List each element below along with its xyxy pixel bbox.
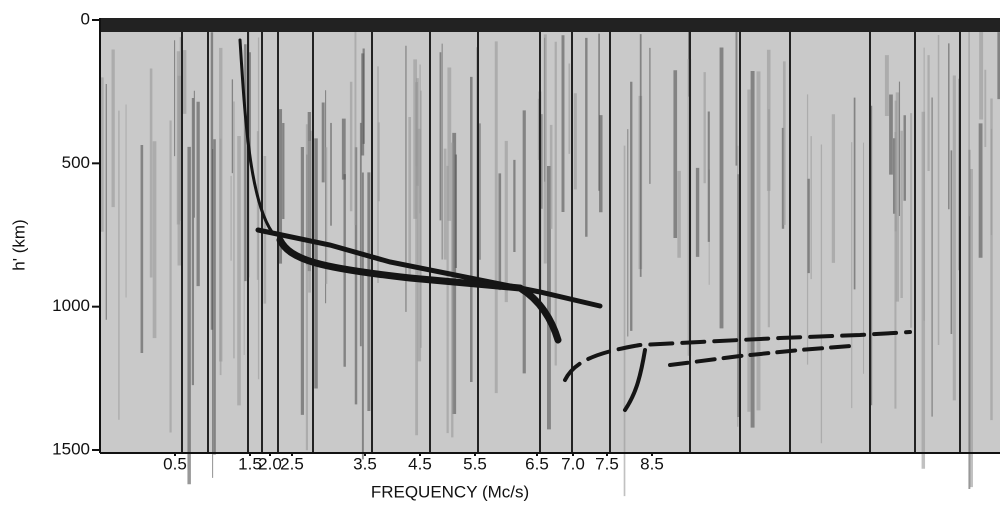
x-axis-title: FREQUENCY (Mc/s) <box>371 482 529 501</box>
y-tick-label: 1500 <box>52 439 90 458</box>
ground-echo <box>100 18 1000 32</box>
x-tick-label: 2.0 <box>258 454 282 473</box>
x-tick-label: 0.5 <box>163 454 187 473</box>
x-tick-label: 8.5 <box>640 454 664 473</box>
x-tick-label: 7.5 <box>595 454 619 473</box>
y-tick-label: 500 <box>62 153 90 172</box>
echo-trace <box>276 236 562 344</box>
y-axis-title: h' (km) <box>9 219 28 270</box>
x-tick-label: 4.5 <box>408 454 432 473</box>
stripes <box>99 18 1000 497</box>
echo-trace <box>563 330 912 382</box>
x-tick-label: 3.5 <box>353 454 377 473</box>
echo-traces <box>238 38 912 412</box>
x-tick-label: 5.5 <box>463 454 487 473</box>
x-tick-label: 1.5 <box>238 454 262 473</box>
x-tick-label: 6.5 <box>525 454 549 473</box>
y-tick-label: 0 <box>81 9 90 28</box>
echo-trace <box>255 227 603 309</box>
echo-trace <box>623 348 647 412</box>
echo-trace <box>238 38 274 234</box>
x-tick-label: 7.0 <box>561 454 585 473</box>
y-tick-label: 1000 <box>52 296 90 315</box>
echo-trace <box>668 344 852 367</box>
x-tick-label: 2.5 <box>280 454 304 473</box>
